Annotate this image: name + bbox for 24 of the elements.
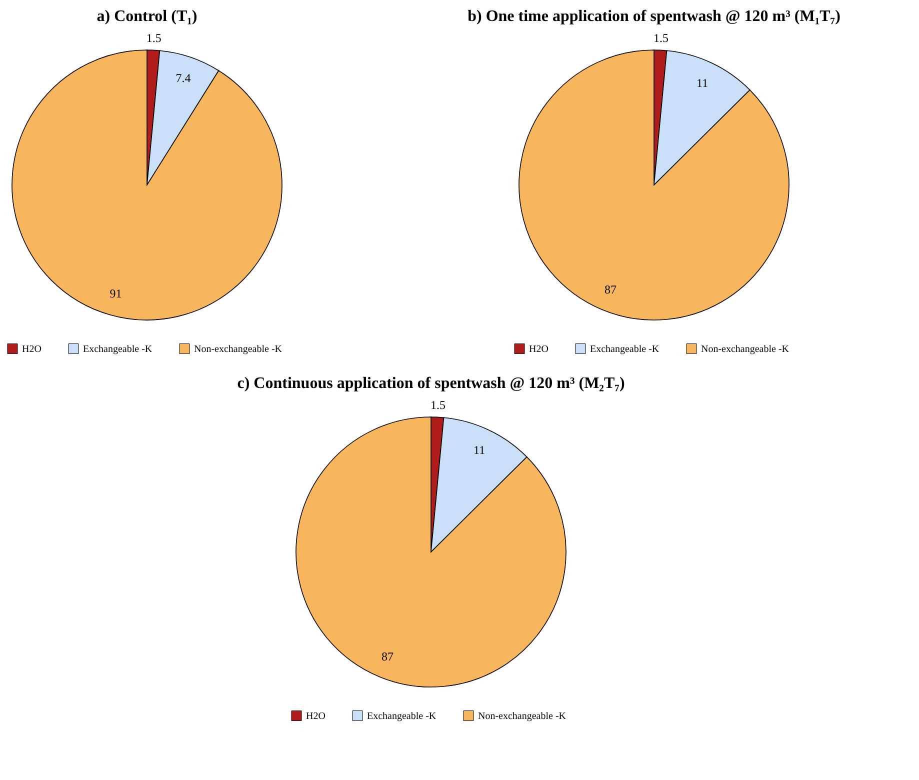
legend-label: Non-exchangeable -K (700, 344, 790, 355)
legend-label: Exchangeable -K (367, 710, 437, 722)
data-label: 1.5 (653, 31, 668, 46)
data-label: 11 (474, 442, 486, 457)
data-label: 91 (110, 286, 122, 301)
chart-title: a) Control (T₁) (97, 8, 198, 26)
pie-slice (518, 50, 790, 320)
data-label: 7.4 (176, 70, 192, 85)
legend-label: Exchangeable -K (83, 344, 154, 355)
data-label: 87 (382, 649, 394, 664)
legend-label: Exchangeable -K (590, 344, 660, 355)
data-label: 87 (604, 282, 616, 296)
data-label: 1.5 (430, 398, 446, 412)
legend-label: H2O (528, 344, 548, 355)
data-label: 1.5 (146, 31, 162, 46)
legend-label: Non-exchangeable -K (478, 710, 567, 722)
legend-label: H2O (306, 710, 326, 722)
legend-label: Non-exchangeable -K (194, 344, 284, 355)
legend-label: H2O (22, 344, 42, 355)
chart-title: b) One time application of spentwash @ 120 m³ (M₁T₇) (467, 8, 840, 26)
pie-slice (12, 50, 283, 320)
pie-slice (296, 416, 566, 688)
data-label: 11 (696, 76, 708, 90)
chart-title: c) Continuous application of spentwash @ 120 m³ (M₂T₇) (237, 375, 625, 392)
